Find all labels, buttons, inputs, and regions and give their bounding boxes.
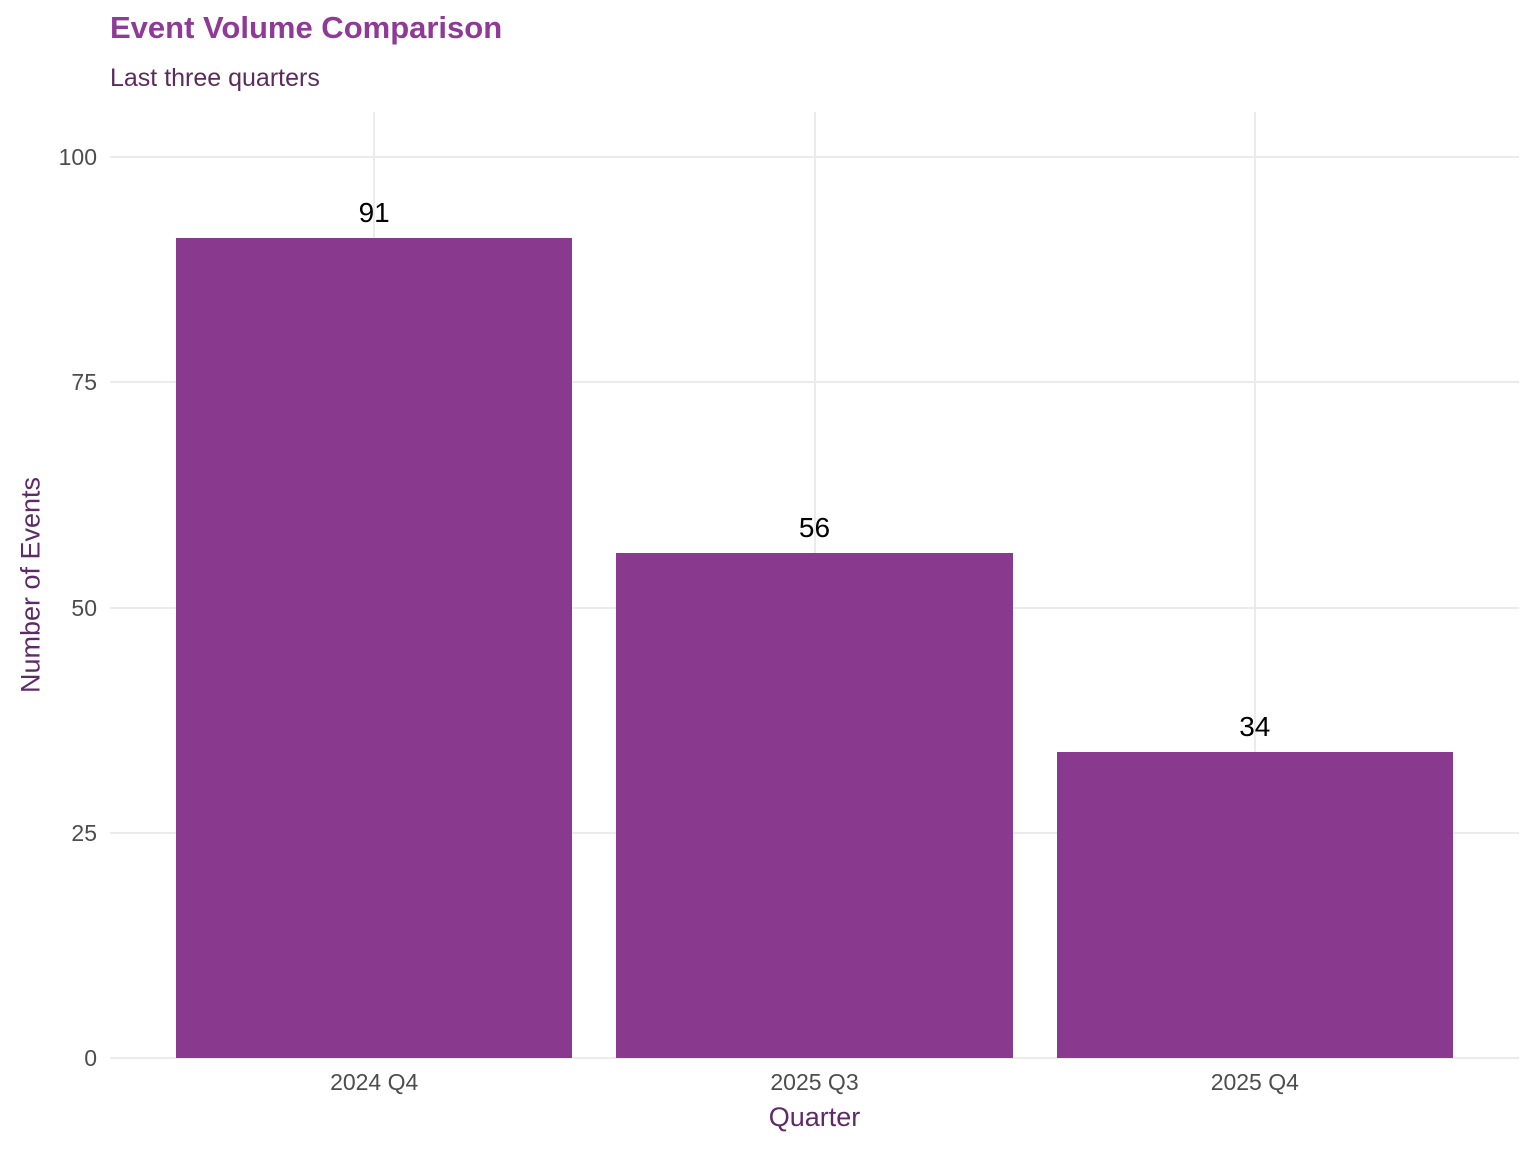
y-tick-label: 100 [58,144,97,171]
plot-area [110,112,1519,1059]
h-gridline [110,1057,1519,1059]
x-axis-title: Quarter [768,1102,861,1132]
y-tick-label: 75 [71,369,97,396]
bar-value-label: 91 [358,197,390,229]
x-tick-label: 2025 Q3 [770,1069,859,1095]
y-tick-label: 50 [71,594,97,621]
chart-title: Event Volume Comparison [110,10,503,45]
y-tick-label: 25 [71,819,97,846]
bar-2024 Q4 [176,238,573,1058]
y-axis-title: Number of Events [15,476,46,694]
x-tick-label: 2025 Q4 [1210,1069,1299,1095]
bar-value-label: 56 [798,512,831,544]
bar-2025 Q3 [616,553,1013,1058]
y-tick-label: 0 [84,1045,97,1071]
bar-value-label: 34 [1239,710,1271,742]
bar-2025 Q4 [1056,751,1453,1058]
v-gridline [1253,112,1256,1058]
x-tick-label: 2024 Q4 [330,1069,419,1095]
chart-subtitle: Last three quarters [110,64,320,92]
